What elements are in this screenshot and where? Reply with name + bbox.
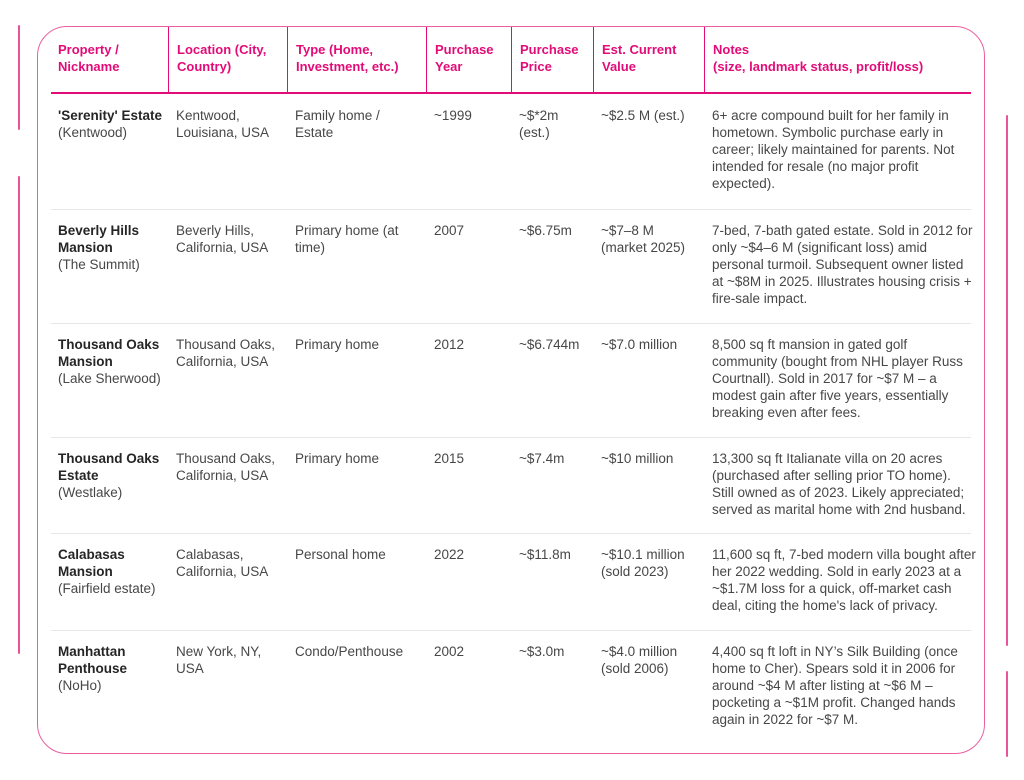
- column-header-location: Location (City, Country): [168, 27, 287, 94]
- cell-notes: 4,400 sq ft loft in NY’s Silk Building (…: [712, 644, 958, 727]
- property-nickname: (The Summit): [58, 257, 140, 272]
- cell-price: ~$6.75m: [519, 223, 572, 238]
- column-header-notes: Notes (size, landmark status, profit/los…: [704, 27, 984, 94]
- cell-location: Beverly Hills, California, USA: [176, 223, 269, 255]
- property-nickname: (Westlake): [58, 485, 123, 500]
- property-table-card: Property / Nickname Location (City, Coun…: [37, 26, 985, 754]
- column-header-purchase-year: Purchase Year: [426, 27, 511, 94]
- cell-year: 2007: [434, 223, 465, 238]
- right-accent-line-bottom: [1006, 671, 1008, 757]
- right-accent-line-top: [1006, 115, 1008, 646]
- cell-value: ~$7–8 M (market 2025): [601, 223, 686, 255]
- cell-property: Calabasas Mansion (Fairfield estate): [38, 533, 168, 630]
- cell-year: ~1999: [434, 108, 472, 123]
- property-name: Thousand Oaks Mansion: [58, 337, 160, 369]
- property-name: Thousand Oaks Estate: [58, 451, 160, 483]
- cell-notes: 11,600 sq ft, 7-bed modern villa bought …: [712, 547, 976, 613]
- cell-price: ~$*2m (est.): [519, 108, 559, 140]
- table-row: Manhattan Penthouse (NoHo) New York, NY,…: [38, 630, 984, 750]
- left-accent-line-top: [18, 25, 20, 130]
- cell-notes: 6+ acre compound built for her family in…: [712, 108, 955, 191]
- table-row: Thousand Oaks Mansion (Lake Sherwood) Th…: [38, 323, 984, 437]
- cell-type: Primary home (at time): [295, 223, 399, 255]
- cell-year: 2012: [434, 337, 465, 352]
- cell-notes: 13,300 sq ft Italianate villa on 20 acre…: [712, 451, 966, 517]
- cell-year: 2015: [434, 451, 465, 466]
- cell-value: ~$10.1 million (sold 2023): [601, 547, 685, 579]
- column-header-purchase-price: Purchase Price: [511, 27, 593, 94]
- cell-type: Condo/Penthouse: [295, 644, 404, 659]
- cell-year: 2022: [434, 547, 465, 562]
- column-header-est-value: Est. Current Value: [593, 27, 704, 94]
- cell-price: ~$6.744m: [519, 337, 580, 352]
- cell-property: Beverly Hills Mansion (The Summit): [38, 209, 168, 323]
- property-name: Calabasas Mansion: [58, 547, 125, 579]
- table-row: 'Serenity' Estate (Kentwood) Kentwood, L…: [38, 94, 984, 209]
- cell-property: Thousand Oaks Estate (Westlake): [38, 437, 168, 533]
- property-nickname: (Kentwood): [58, 125, 128, 140]
- property-nickname: (Fairfield estate): [58, 581, 156, 596]
- column-header-type: Type (Home, Investment, etc.): [287, 27, 426, 94]
- cell-location: Thousand Oaks, California, USA: [176, 337, 276, 369]
- cell-property: Thousand Oaks Mansion (Lake Sherwood): [38, 323, 168, 437]
- cell-location: New York, NY, USA: [176, 644, 262, 676]
- cell-type: Primary home: [295, 337, 380, 352]
- cell-notes: 8,500 sq ft mansion in gated golf commun…: [712, 337, 963, 420]
- cell-price: ~$11.8m: [519, 547, 571, 562]
- table-row: Calabasas Mansion (Fairfield estate) Cal…: [38, 533, 984, 630]
- cell-notes: 7-bed, 7-bath gated estate. Sold in 2012…: [712, 223, 973, 306]
- cell-value: ~$2.5 M (est.): [601, 108, 685, 123]
- property-name: Manhattan Penthouse: [58, 644, 128, 676]
- cell-location: Kentwood, Louisiana, USA: [176, 108, 270, 140]
- cell-value: ~$7.0 million: [601, 337, 678, 352]
- left-accent-line-bottom: [18, 176, 20, 654]
- property-nickname: (NoHo): [58, 678, 102, 693]
- table-row: Beverly Hills Mansion (The Summit) Bever…: [38, 209, 984, 323]
- column-header-property: Property / Nickname: [58, 42, 120, 74]
- cell-value: ~$4.0 million (sold 2006): [601, 644, 678, 676]
- cell-location: Calabasas, California, USA: [176, 547, 269, 579]
- table-row: Thousand Oaks Estate (Westlake) Thousand…: [38, 437, 984, 533]
- table-header-row: Property / Nickname Location (City, Coun…: [38, 27, 984, 94]
- cell-property: 'Serenity' Estate (Kentwood): [38, 94, 168, 209]
- cell-price: ~$7.4m: [519, 451, 565, 466]
- cell-location: Thousand Oaks, California, USA: [176, 451, 276, 483]
- property-name: Beverly Hills Mansion: [58, 223, 140, 255]
- cell-type: Family home / Estate: [295, 108, 380, 140]
- cell-value: ~$10 million: [601, 451, 674, 466]
- cell-property: Manhattan Penthouse (NoHo): [38, 630, 168, 750]
- cell-type: Personal home: [295, 547, 386, 562]
- cell-year: 2002: [434, 644, 465, 659]
- cell-price: ~$3.0m: [519, 644, 565, 659]
- property-nickname: (Lake Sherwood): [58, 371, 161, 386]
- cell-type: Primary home: [295, 451, 380, 466]
- property-name: 'Serenity' Estate: [58, 108, 162, 123]
